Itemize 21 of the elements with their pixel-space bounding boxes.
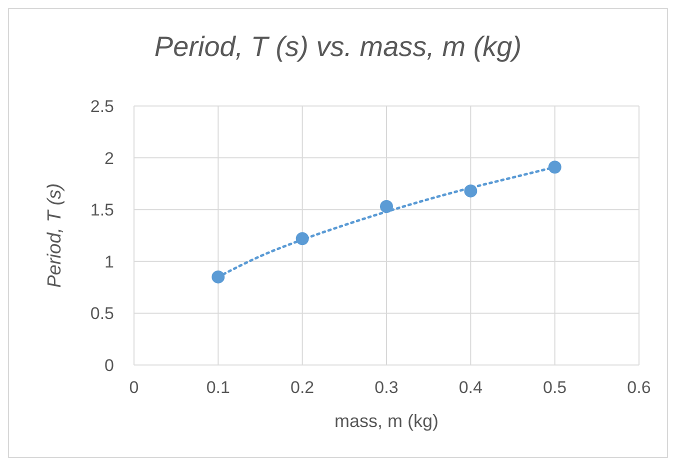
point bbox=[296, 232, 309, 246]
x-tick-label: 0.1 bbox=[206, 378, 230, 398]
y-tick-label: 2.5 bbox=[90, 97, 114, 116]
x-tick-label: 0.3 bbox=[374, 378, 398, 398]
x-tick-label: 0.2 bbox=[290, 378, 314, 398]
y-tick-label: 2 bbox=[104, 148, 114, 168]
y-tick-label: 0.5 bbox=[90, 304, 114, 324]
point bbox=[212, 270, 225, 284]
x-tick-label: 0.6 bbox=[627, 378, 651, 398]
point bbox=[548, 160, 562, 174]
x-axis-title: mass, m (kg) bbox=[334, 411, 439, 431]
x-tick-label: 0.5 bbox=[543, 378, 567, 398]
point bbox=[380, 200, 393, 213]
y-tick-label: 1 bbox=[104, 252, 114, 272]
y-tick-label: 0 bbox=[104, 356, 114, 376]
x-tick-label: 0.4 bbox=[458, 378, 482, 398]
point bbox=[464, 184, 478, 198]
y-tick-label: 1.5 bbox=[90, 200, 114, 220]
x-tick-label: 0 bbox=[129, 378, 139, 398]
y-axis-title: Period, T (s) bbox=[44, 183, 66, 288]
chart-title: Period, T (s) vs. mass, m (kg) bbox=[153, 31, 523, 63]
